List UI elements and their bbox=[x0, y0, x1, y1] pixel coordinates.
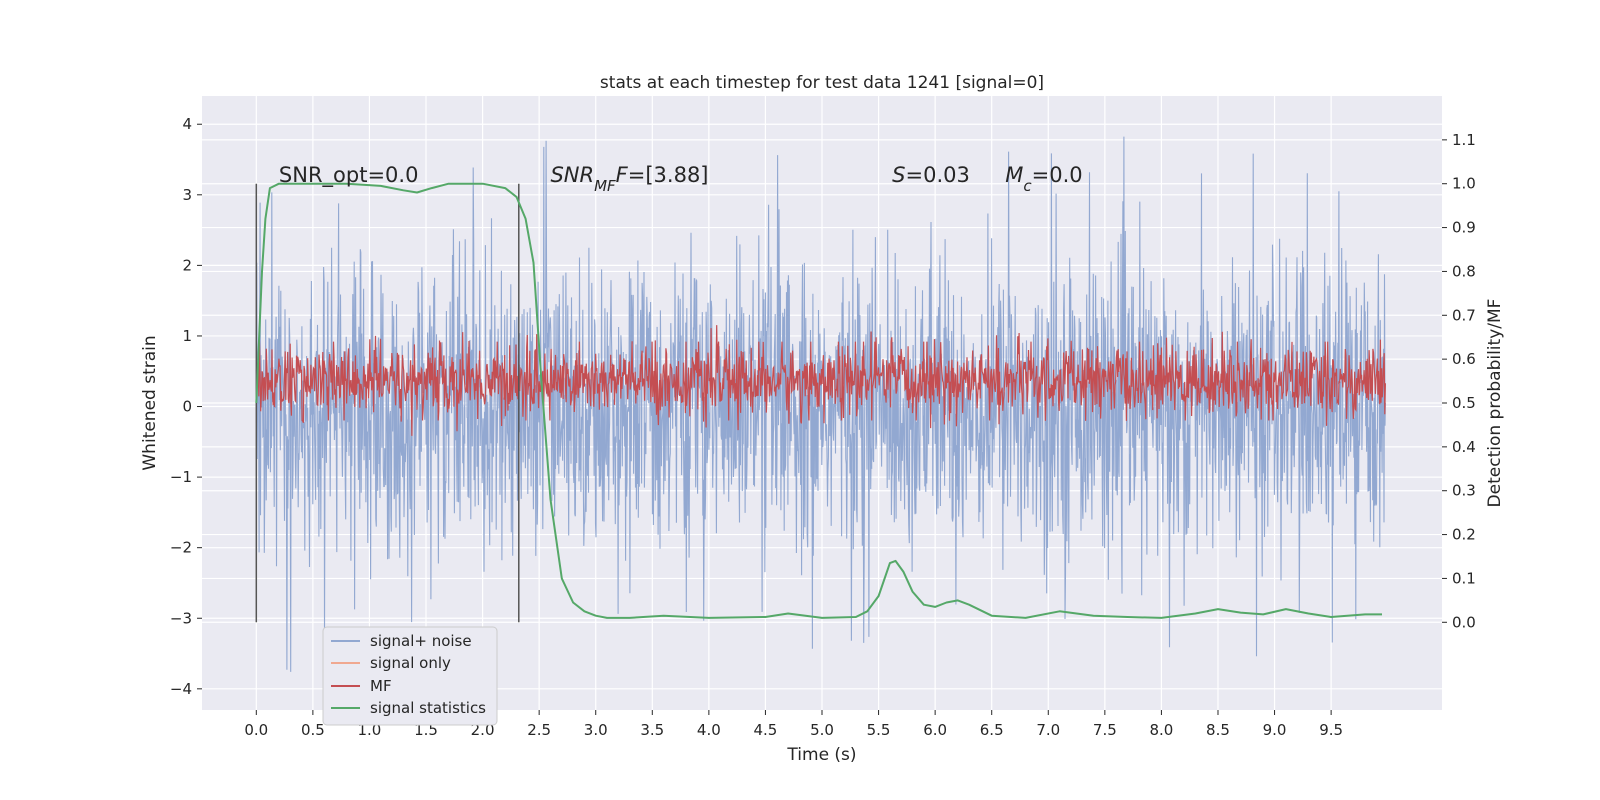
y-tick-label: −1 bbox=[170, 468, 192, 486]
x-tick-label: 4.5 bbox=[754, 721, 778, 739]
y2-tick-label: 0.7 bbox=[1452, 306, 1476, 324]
annotation-part: SNR_opt=0.0 bbox=[279, 163, 419, 188]
x-tick-label: 9.5 bbox=[1319, 721, 1343, 739]
y2-tick-label: 0.2 bbox=[1452, 526, 1476, 544]
x-tick-label: 0.0 bbox=[244, 721, 268, 739]
annotation-part: MF bbox=[594, 177, 616, 195]
annotation-part: =0.03 bbox=[905, 163, 969, 187]
annotation-part: =[3.88] bbox=[628, 163, 709, 187]
x-tick-label: 2.5 bbox=[527, 721, 551, 739]
y-tick-label: −2 bbox=[170, 539, 192, 557]
annotation-part: F bbox=[616, 163, 629, 187]
y-tick-label: −4 bbox=[170, 680, 192, 698]
x-tick-label: 7.5 bbox=[1093, 721, 1117, 739]
x-tick-label: 3.0 bbox=[584, 721, 608, 739]
annotation: SNR_opt=0.0 bbox=[279, 163, 419, 188]
y-tick-label: 4 bbox=[182, 115, 192, 133]
y2-tick-label: 0.9 bbox=[1452, 219, 1476, 237]
y-tick-label: 2 bbox=[182, 256, 192, 274]
y-tick-label: −3 bbox=[170, 609, 192, 627]
y2-tick-label: 0.8 bbox=[1452, 262, 1476, 280]
x-tick-label: 4.0 bbox=[697, 721, 721, 739]
x-tick-label: 6.0 bbox=[923, 721, 947, 739]
y2-tick-label: 1.1 bbox=[1452, 131, 1476, 149]
y2-tick-label: 0.3 bbox=[1452, 482, 1476, 500]
y2-tick-label: 0.1 bbox=[1452, 569, 1476, 587]
y2-tick-label: 0.6 bbox=[1452, 350, 1476, 368]
annotation-part: =0.0 bbox=[1032, 163, 1083, 187]
chart-figure: 0.0 0.5 1.0 1.5 2.0 2.5 3.0 3.5 4.0 4.5 5.0 5.5 6.0 6… bbox=[0, 0, 1600, 800]
annotation: S=0.03 bbox=[892, 163, 970, 187]
x-tick-label: 5.5 bbox=[867, 721, 891, 739]
legend-label-signal-noise: signal+ noise bbox=[370, 632, 472, 650]
legend-label-mf: MF bbox=[370, 677, 392, 695]
x-tick-label: 9.0 bbox=[1263, 721, 1287, 739]
legend-label-signal-statistics: signal statistics bbox=[370, 699, 486, 717]
y-axis-ticks: 4 3 2 1 0 −1 −2 −3 −4 bbox=[170, 115, 202, 698]
y2-axis-ticks: 1.1 1.0 0.9 0.8 0.7 0.6 0.5 0.4 0.3 0.2 0.1 0.0 bbox=[1442, 131, 1476, 631]
x-tick-label: 3.5 bbox=[640, 721, 664, 739]
x-tick-label: 0.5 bbox=[301, 721, 325, 739]
legend-label-signal-only: signal only bbox=[370, 654, 451, 672]
x-tick-label: 8.0 bbox=[1149, 721, 1173, 739]
annotation-part: M bbox=[1005, 163, 1023, 187]
y-tick-label: 3 bbox=[182, 186, 192, 204]
y-tick-label: 0 bbox=[182, 398, 192, 416]
x-tick-label: 8.5 bbox=[1206, 721, 1230, 739]
annotation-part: S bbox=[892, 163, 905, 187]
y2-tick-label: 1.0 bbox=[1452, 175, 1476, 193]
x-tick-label: 5.0 bbox=[810, 721, 834, 739]
y2-axis-label: Detection probability/MF bbox=[1485, 299, 1505, 508]
y-tick-label: 1 bbox=[182, 327, 192, 345]
y2-tick-label: 0.5 bbox=[1452, 394, 1476, 412]
y2-tick-label: 0.0 bbox=[1452, 613, 1476, 631]
x-axis-label: Time (s) bbox=[786, 745, 856, 765]
annotation-part: SNR bbox=[550, 163, 594, 187]
x-tick-label: 7.0 bbox=[1036, 721, 1060, 739]
legend: signal+ noise signal only MF signal stat… bbox=[323, 627, 497, 725]
y2-tick-label: 0.4 bbox=[1452, 438, 1476, 456]
chart-title: stats at each timestep for test data 124… bbox=[600, 73, 1044, 93]
x-tick-label: 6.5 bbox=[980, 721, 1004, 739]
y-axis-label: Whitened strain bbox=[140, 335, 160, 470]
